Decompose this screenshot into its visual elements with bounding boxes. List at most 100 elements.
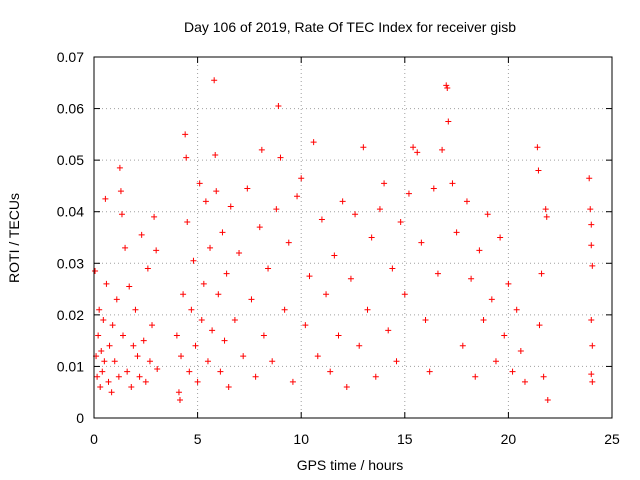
data-point [372,373,379,380]
data-point [459,342,466,349]
data-point [343,384,350,391]
data-point [364,306,371,313]
data-point [92,268,99,275]
plot-border [93,56,613,419]
data-point [140,337,147,344]
data-point [231,317,238,324]
data-point [418,239,425,246]
data-point [200,280,207,287]
data-point [173,332,180,339]
data-point [106,342,113,349]
x-tick-label: 15 [397,431,413,447]
data-point [588,317,595,324]
data-point [497,234,504,241]
data-point [117,188,124,195]
data-point [360,144,367,151]
data-point [318,216,325,223]
data-point [302,322,309,329]
data-point [115,373,122,380]
data-point [105,378,112,385]
data-point [281,306,288,313]
data-point [130,342,137,349]
data-point [347,275,354,282]
data-point [542,206,549,213]
data-point [124,368,131,375]
y-tick-label: 0.03 [57,255,84,271]
data-point [194,378,201,385]
data-point [180,291,187,298]
data-point [588,221,595,228]
y-tick-label: 0.06 [57,101,84,117]
data-point [265,265,272,272]
y-tick-label: 0.01 [57,358,84,374]
x-tick-label: 10 [293,431,309,447]
data-point [126,283,133,290]
data-point [108,389,115,396]
data-point [352,211,359,218]
data-point [589,262,596,269]
data-point [96,306,103,313]
data-point [103,280,110,287]
data-point [339,198,346,205]
data-point [310,139,317,146]
data-point [275,102,282,109]
data-point [192,342,199,349]
data-point [113,296,120,303]
data-point [521,378,528,385]
data-point [207,244,214,251]
data-point [101,358,108,365]
data-point [414,149,421,156]
data-point [211,77,218,84]
x-axis-label: GPS time / hours [297,457,404,473]
data-point [540,373,547,380]
data-point [204,358,211,365]
data-point [244,185,251,192]
data-point [443,82,450,89]
data-point [202,198,209,205]
data-point [120,332,127,339]
data-point [186,368,193,375]
data-point [306,273,313,280]
data-point [190,257,197,264]
data-point [212,151,219,158]
data-point [480,317,487,324]
data-point [543,213,550,220]
data-point [128,384,135,391]
data-point [136,373,143,380]
data-point [335,332,342,339]
data-point [260,332,267,339]
data-point [277,154,284,161]
data-point [298,175,305,182]
data-point [463,198,470,205]
data-point [430,185,437,192]
data-point [536,322,543,329]
data-point [356,342,363,349]
data-point [323,291,330,298]
data-point [221,337,228,344]
data-point [154,366,161,373]
data-point [134,353,141,360]
chart-title: Day 106 of 2019, Rate Of TEC Index for r… [184,19,516,35]
data-point [445,118,452,125]
data-point [198,317,205,324]
x-tick-label: 0 [90,431,98,447]
data-point [397,219,404,226]
data-point [588,242,595,249]
data-point [269,358,276,365]
data-point [588,371,595,378]
data-point [492,358,499,365]
data-point [587,206,594,213]
data-point [405,190,412,197]
data-point [223,270,230,277]
data-point [99,368,106,375]
data-point [422,317,429,324]
data-point [252,373,259,380]
data-point [488,296,495,303]
data-point [97,384,104,391]
data-point [151,213,158,220]
x-axis: 0 5 10 15 20 25 [90,57,620,447]
data-point [453,229,460,236]
data-point [426,368,433,375]
data-point [385,327,392,334]
data-point [258,146,265,153]
